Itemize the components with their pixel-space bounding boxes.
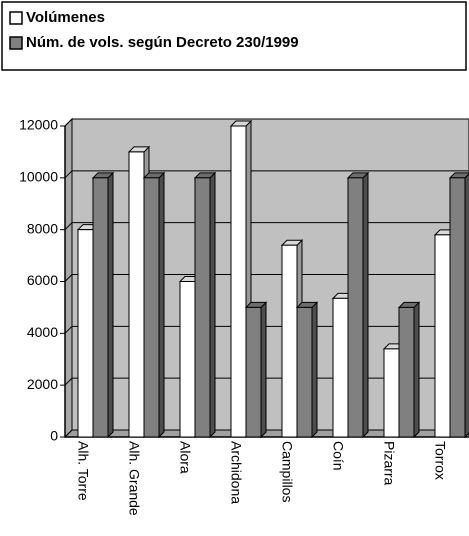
x-tick-label: Campillos <box>279 441 295 502</box>
bar-side <box>260 301 267 439</box>
bar-side <box>107 171 114 439</box>
bar-side <box>464 173 469 439</box>
grid-line <box>64 118 469 127</box>
bar <box>281 244 298 438</box>
bar <box>383 348 400 438</box>
y-tick-label: 0 <box>50 428 58 444</box>
y-tick-label: 8000 <box>27 220 58 236</box>
bar <box>398 306 415 438</box>
bar-side <box>311 301 318 439</box>
bar <box>128 151 145 438</box>
bar <box>77 229 94 438</box>
x-tick-label: Torrox <box>432 441 448 480</box>
bar <box>434 234 451 438</box>
grid-line <box>64 274 469 282</box>
x-tick-label: Alh. Torre <box>75 441 91 501</box>
x-tick-label: Alora <box>177 441 193 474</box>
bar <box>296 306 313 438</box>
x-tick-label: Pizarra <box>381 441 397 486</box>
grid-line <box>64 170 469 179</box>
y-tick-label: 10000 <box>19 169 58 185</box>
y-tick-label: 12000 <box>19 117 58 133</box>
y-tick-label: 4000 <box>27 324 58 340</box>
bar <box>332 297 349 438</box>
x-tick-label: Coín <box>330 441 346 471</box>
bar <box>449 177 466 438</box>
bar <box>194 177 211 438</box>
y-tick-label: 6000 <box>27 272 58 288</box>
bar-side <box>209 171 216 439</box>
bar <box>143 177 160 438</box>
legend-swatch <box>9 11 23 25</box>
bar <box>92 177 109 438</box>
bar <box>230 125 247 438</box>
legend-label: Volúmenes <box>26 9 105 26</box>
x-tick-label: Alh. Grande <box>126 441 142 516</box>
legend-swatch <box>9 36 23 50</box>
bar-side <box>413 301 420 439</box>
bar-side <box>158 171 165 439</box>
grid-line <box>64 222 469 231</box>
bar <box>245 306 262 438</box>
bar <box>179 281 196 438</box>
x-tick-label: Archidona <box>228 441 244 504</box>
legend-label: Núm. de vols. según Decreto 230/1999 <box>26 34 299 51</box>
legend-box <box>1 1 467 71</box>
y-tick-label: 2000 <box>27 376 58 392</box>
bar <box>347 177 364 438</box>
bar-side <box>362 171 369 439</box>
